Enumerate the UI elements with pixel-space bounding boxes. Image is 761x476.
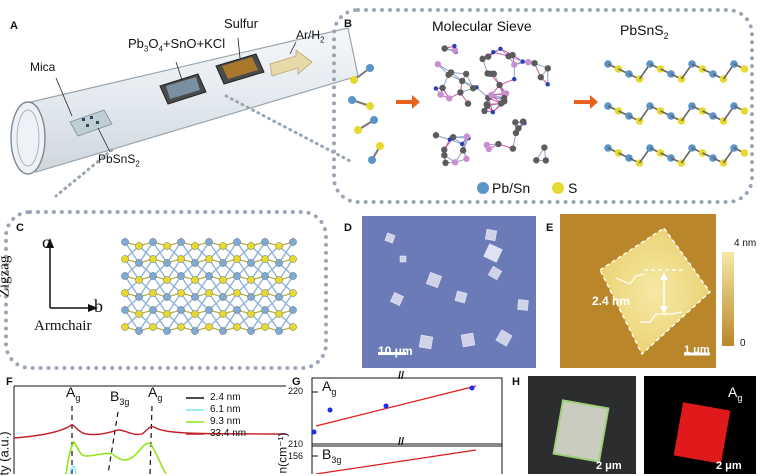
legend-f-item: 2.4 nm xyxy=(210,392,246,404)
mode-ag-h: Ag xyxy=(728,384,742,403)
legend-s: S xyxy=(568,180,577,196)
panel-b-label: B xyxy=(344,18,352,30)
g-ylabel: n(cm⁻¹) xyxy=(276,433,290,474)
molecular-sieve-lattice xyxy=(433,44,551,166)
legend-f-item: 9.3 nm xyxy=(210,416,246,428)
legend-pbsn: Pb/Sn xyxy=(492,180,530,196)
peak-b3g: B3g xyxy=(110,388,129,407)
tick-220: 220 xyxy=(288,386,303,396)
mode-ag-g: Ag xyxy=(322,378,336,397)
product-title-b: PbSnS2 xyxy=(620,22,669,41)
panel-c-lattice xyxy=(10,216,326,366)
f-ylabel: ty (a.u.) xyxy=(0,431,12,475)
pbsns2-chains xyxy=(604,60,748,167)
scale-bar-e: 1 μm xyxy=(684,344,710,356)
tick-210: 210 xyxy=(288,439,303,449)
peak-ag-2: Ag xyxy=(148,384,162,403)
panel-d-label: D xyxy=(344,222,352,234)
armchair-label: Armchair xyxy=(34,318,91,335)
legend-f: 2.4 nm 6.1 nm 9.3 nm 33.4 nm xyxy=(210,392,246,440)
panel-b-structures xyxy=(340,40,750,200)
dimer-group xyxy=(348,64,384,164)
molecular-sieve-title: Molecular Sieve xyxy=(432,18,532,34)
axis-break-top: // xyxy=(398,370,404,382)
afm-colorbar xyxy=(722,252,734,346)
scale-bar-h1: 2 μm xyxy=(596,460,622,472)
legend-f-item: 6.1 nm xyxy=(210,404,246,416)
axis-b-label: b xyxy=(94,296,103,317)
mode-b3g-g: B3g xyxy=(322,446,341,465)
zigzag-label: Zigzag xyxy=(0,256,13,298)
afm-height-label: 2.4 nm xyxy=(592,294,630,308)
axis-break-bottom: // xyxy=(398,436,404,448)
legend-f-item: 33.4 nm xyxy=(210,428,246,440)
tick-156: 156 xyxy=(288,451,303,461)
colorbar-max: 4 nm xyxy=(734,238,756,249)
scale-bar-d: 10 μm xyxy=(378,344,413,358)
panel-f-raman-spectra xyxy=(0,372,290,474)
colorbar-min: 0 xyxy=(740,338,746,349)
axis-c-label: c xyxy=(42,232,50,253)
scale-bar-h2: 2 μm xyxy=(716,460,742,472)
panel-h-label: H xyxy=(512,376,520,388)
peak-ag-1: Ag xyxy=(66,384,80,403)
panel-e-label: E xyxy=(546,222,553,234)
